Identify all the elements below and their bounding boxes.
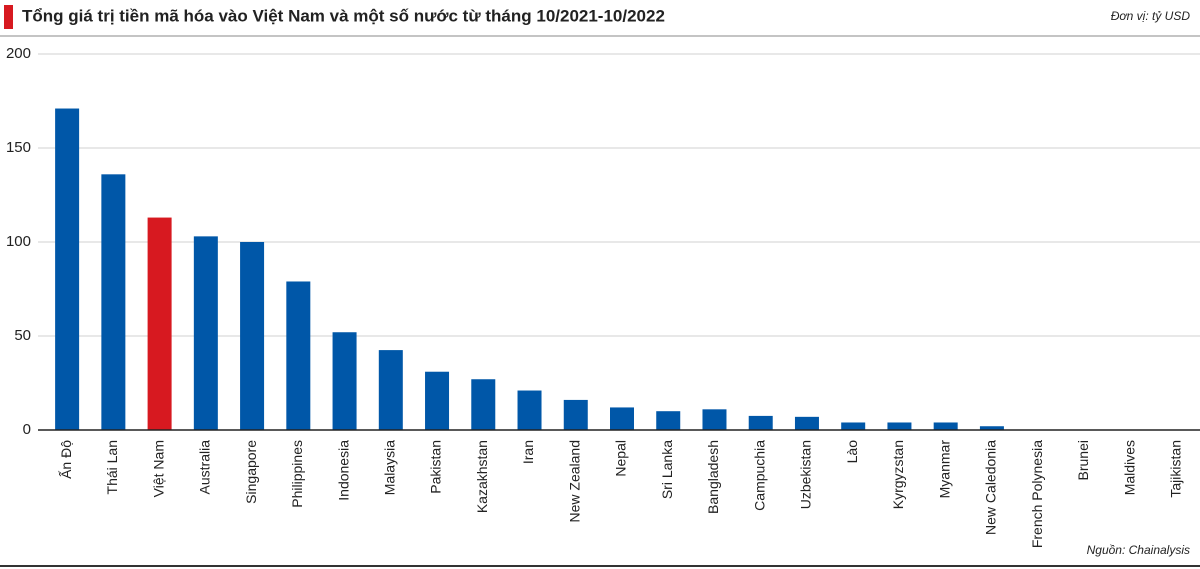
x-tick-label: New Zealand xyxy=(566,440,582,523)
y-tick-label: 0 xyxy=(23,421,31,438)
bar xyxy=(471,379,496,430)
x-tick-label: Philippines xyxy=(289,440,305,508)
bar xyxy=(887,422,912,430)
x-tick-label: Kazakhstan xyxy=(474,440,490,513)
x-tick-label: Uzbekistan xyxy=(798,440,814,509)
x-tick-label: Kyrgyzstan xyxy=(890,440,906,509)
title-accent xyxy=(4,5,13,29)
x-tick-label: Bangladesh xyxy=(705,440,721,514)
bar xyxy=(425,371,450,430)
x-tick-label: Việt Nam xyxy=(150,440,166,497)
x-tick-label: Brunei xyxy=(1075,440,1091,480)
x-tick-label: Campuchia xyxy=(751,440,767,511)
bar xyxy=(332,332,357,430)
bar xyxy=(933,422,958,430)
bar xyxy=(656,411,681,430)
unit-note: Đơn vị: tỷ USD xyxy=(1111,9,1191,23)
bar xyxy=(101,174,126,430)
x-tick-label: Nepal xyxy=(613,440,629,477)
x-tick-label: Australia xyxy=(197,440,213,495)
x-tick-label: Iran xyxy=(520,440,536,464)
y-tick-label: 50 xyxy=(14,327,31,344)
x-tick-label: New Caledonia xyxy=(983,440,999,535)
x-tick-label: Lào xyxy=(844,440,860,464)
bar xyxy=(979,426,1004,430)
x-tick-label: Thái Lan xyxy=(104,440,120,494)
source: Nguồn: Chainalysis xyxy=(1087,543,1190,557)
bar xyxy=(147,217,172,430)
chart-title: Tổng giá trị tiền mã hóa vào Việt Nam và… xyxy=(22,6,665,25)
bar xyxy=(378,350,403,430)
bar xyxy=(286,281,311,430)
x-tick-label: Ấn Độ xyxy=(58,440,74,479)
y-tick-label: 150 xyxy=(6,139,31,156)
x-tick-label: Pakistan xyxy=(428,440,444,494)
y-tick-label: 200 xyxy=(6,45,31,62)
x-tick-label: Myanmar xyxy=(936,440,952,499)
bar xyxy=(193,236,218,430)
bar xyxy=(55,108,80,431)
y-tick-label: 100 xyxy=(6,233,31,250)
x-tick-label: Tajikistan xyxy=(1168,440,1184,498)
x-tick-label: Maldives xyxy=(1121,440,1137,495)
x-tick-label: French Polynesia xyxy=(1029,440,1045,548)
x-tick-label: Singapore xyxy=(243,440,259,504)
x-tick-label: Indonesia xyxy=(335,440,351,501)
bar xyxy=(841,422,866,430)
bar xyxy=(240,242,265,430)
bar xyxy=(517,390,542,430)
bar xyxy=(563,399,588,430)
bar xyxy=(794,416,819,430)
bar xyxy=(748,415,773,430)
x-tick-label: Malaysia xyxy=(382,440,398,495)
bar xyxy=(610,407,634,430)
bar xyxy=(702,409,727,430)
x-tick-label: Sri Lanka xyxy=(659,440,675,499)
